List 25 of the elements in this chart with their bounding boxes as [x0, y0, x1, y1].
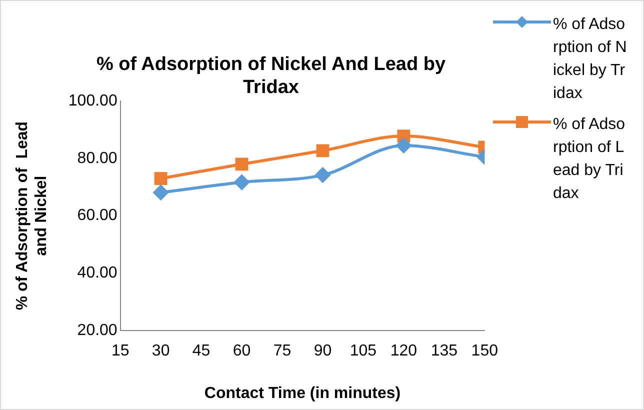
x-tick-label: 60 [232, 342, 251, 360]
y-tick-label: 40.00 [77, 264, 118, 282]
x-tick-label: 90 [314, 342, 332, 360]
x-tick-label: 75 [273, 342, 292, 360]
x-tick-label: 150 [471, 342, 498, 360]
legend-label: % of Adsorption of Lead by Tridax [553, 115, 626, 204]
legend-label: % of Adsorption of Nickel by Tridax [553, 15, 627, 104]
point [153, 185, 168, 200]
y-axis-title: % of Adsorption of Lead and Nickel [14, 121, 50, 310]
x-tick-label: 120 [390, 342, 418, 360]
y-tick-label: 80.00 [77, 150, 118, 167]
x-tick-label: 30 [152, 342, 170, 360]
x-tick-label: 15 [111, 342, 130, 360]
point [396, 138, 412, 153]
y-tick-label: 60.00 [77, 207, 118, 224]
point [316, 144, 330, 158]
point [235, 158, 248, 171]
x-tick-label: 105 [350, 342, 377, 360]
x-tick-label: 45 [192, 342, 210, 360]
point [234, 174, 250, 190]
point [315, 168, 330, 183]
x-tick-label: 135 [430, 342, 458, 360]
x-axis-title: Contact Time (in minutes) [204, 384, 401, 402]
y-tick-label: 20.00 [77, 322, 118, 340]
point [154, 172, 168, 185]
